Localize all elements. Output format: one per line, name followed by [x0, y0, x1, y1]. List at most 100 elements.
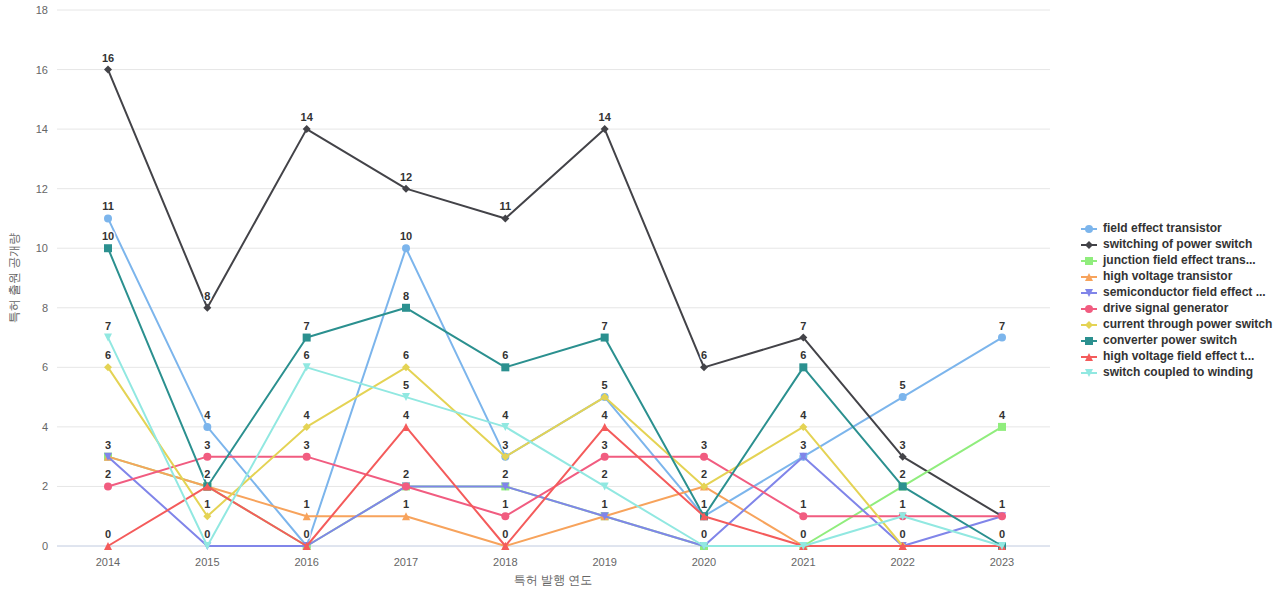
- x-axis-title: 특허 발행 연도: [514, 572, 593, 589]
- legend-marker-icon: [1080, 319, 1098, 331]
- data-label: 1: [800, 498, 806, 510]
- data-label: 3: [105, 439, 111, 451]
- data-label: 0: [900, 528, 906, 540]
- data-label: 0: [204, 528, 210, 540]
- y-tick-label: 0: [42, 540, 48, 552]
- legend-item-field-effect-transistor[interactable]: field effect transistor: [1080, 222, 1272, 235]
- x-tick-label: 2018: [493, 556, 517, 568]
- legend-item-current-through-power-switch[interactable]: current through power switch: [1080, 318, 1272, 331]
- point-marker: [203, 304, 211, 312]
- point-marker: [899, 482, 907, 490]
- x-tick-label: 2015: [195, 556, 219, 568]
- data-label: 1: [204, 498, 210, 510]
- legend-label: field effect transistor: [1103, 222, 1222, 235]
- series-field-effect-transistor: [104, 214, 1006, 550]
- data-label: 6: [403, 349, 409, 361]
- legend-item-drive-signal-generator[interactable]: drive signal generator: [1080, 302, 1272, 315]
- y-tick-label: 6: [42, 361, 48, 373]
- point-marker: [998, 334, 1006, 342]
- data-label: 2: [105, 468, 111, 480]
- y-tick-label: 4: [42, 421, 48, 433]
- legend-marker-shape: [1085, 321, 1093, 329]
- data-label: 0: [105, 528, 111, 540]
- y-tick-label: 12: [36, 183, 48, 195]
- data-label: 4: [304, 409, 311, 421]
- data-label: 6: [701, 349, 707, 361]
- legend-label: switch coupled to winding: [1103, 366, 1253, 379]
- data-label: 3: [502, 439, 508, 451]
- data-label: 3: [900, 439, 906, 451]
- data-label: 6: [105, 349, 111, 361]
- legend-item-junction-field-effect-trans[interactable]: junction field effect trans...: [1080, 254, 1272, 267]
- data-label: 7: [105, 320, 111, 332]
- data-label: 3: [304, 439, 310, 451]
- data-label: 16: [102, 52, 114, 64]
- data-labels: 1116326100748203101413476101221684531120…: [102, 52, 1006, 540]
- x-tick-label: 2017: [394, 556, 418, 568]
- data-label: 4: [800, 409, 807, 421]
- legend-item-high-voltage-transistor[interactable]: high voltage transistor: [1080, 270, 1272, 283]
- legend-item-switching-of-power-switch[interactable]: switching of power switch: [1080, 238, 1272, 251]
- point-marker: [104, 482, 112, 490]
- data-label: 3: [701, 439, 707, 451]
- point-marker: [799, 512, 807, 520]
- data-label: 0: [999, 528, 1005, 540]
- data-label: 4: [999, 409, 1006, 421]
- legend-item-semiconductor-field-effect[interactable]: semiconductor field effect ...: [1080, 286, 1272, 299]
- point-marker: [601, 453, 609, 461]
- data-label: 4: [403, 409, 410, 421]
- data-label: 7: [304, 320, 310, 332]
- y-tick-label: 14: [36, 123, 48, 135]
- data-label: 4: [602, 409, 609, 421]
- point-marker: [203, 453, 211, 461]
- point-marker: [402, 482, 410, 490]
- point-marker: [402, 244, 410, 252]
- y-tick-label: 8: [42, 302, 48, 314]
- series-line: [108, 70, 1002, 517]
- data-label: 2: [204, 468, 210, 480]
- data-label: 5: [602, 379, 608, 391]
- y-tick-label: 2: [42, 480, 48, 492]
- y-tick-label: 16: [36, 64, 48, 76]
- data-label: 3: [204, 439, 210, 451]
- data-label: 6: [304, 349, 310, 361]
- data-label: 14: [599, 111, 612, 123]
- legend-label: high voltage field effect t...: [1103, 350, 1254, 363]
- data-label: 2: [900, 468, 906, 480]
- data-label: 0: [502, 528, 508, 540]
- data-label: 1: [403, 498, 409, 510]
- data-label: 1: [602, 498, 608, 510]
- legend-label: switching of power switch: [1103, 238, 1252, 251]
- data-label: 7: [999, 320, 1005, 332]
- data-label: 1: [304, 498, 310, 510]
- legend-item-switch-coupled-to-winding[interactable]: switch coupled to winding: [1080, 366, 1272, 379]
- x-tick-label: 2021: [791, 556, 815, 568]
- x-tick-label: 2022: [890, 556, 914, 568]
- data-label: 1: [999, 498, 1005, 510]
- y-grid: 024681012141618: [36, 4, 1050, 552]
- point-marker: [700, 363, 708, 371]
- legend-label: drive signal generator: [1103, 302, 1228, 315]
- point-marker: [601, 334, 609, 342]
- data-label: 7: [800, 320, 806, 332]
- x-tick-label: 2014: [96, 556, 120, 568]
- point-marker: [104, 334, 112, 342]
- point-marker: [104, 66, 112, 74]
- legend-item-converter-power-switch[interactable]: converter power switch: [1080, 334, 1272, 347]
- legend-item-high-voltage-field-effect-t[interactable]: high voltage field effect t...: [1080, 350, 1272, 363]
- data-label: 2: [403, 468, 409, 480]
- data-label: 14: [301, 111, 314, 123]
- data-label: 3: [800, 439, 806, 451]
- data-label: 8: [204, 290, 210, 302]
- point-marker: [402, 304, 410, 312]
- data-label: 7: [602, 320, 608, 332]
- legend-marker-icon: [1080, 255, 1098, 267]
- legend-marker-icon: [1080, 239, 1098, 251]
- data-label: 12: [400, 171, 412, 183]
- legend-marker-shape: [1085, 241, 1093, 249]
- x-tick-labels: 2014201520162017201820192020202120222023: [96, 556, 1014, 568]
- point-marker: [203, 423, 211, 431]
- legend-marker-icon: [1080, 271, 1098, 283]
- data-label: 11: [102, 200, 114, 212]
- data-label: 6: [502, 349, 508, 361]
